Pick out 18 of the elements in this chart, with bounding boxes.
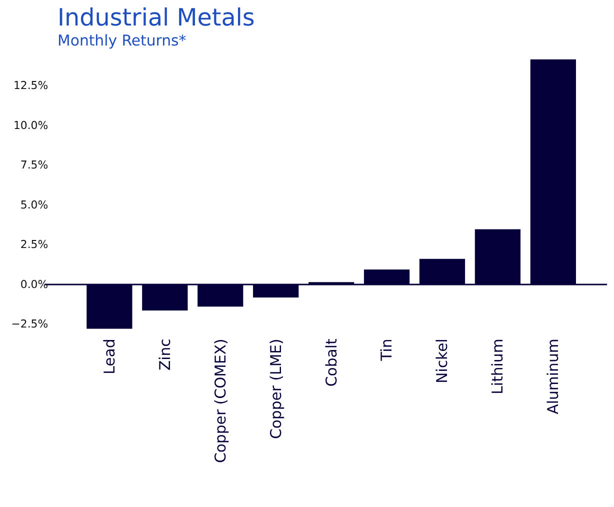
x-tick-label: Copper (COMEX) bbox=[211, 338, 230, 464]
x-tick-label: Zinc bbox=[156, 338, 174, 371]
x-tick-label: Lithium bbox=[488, 338, 507, 394]
x-tick-label: Copper (LME) bbox=[266, 338, 285, 440]
chart-title: Industrial Metals bbox=[58, 4, 255, 32]
y-tick-label: 5.0% bbox=[20, 198, 48, 212]
x-tick-label: Tin bbox=[378, 338, 396, 362]
y-tick-label: −2.5% bbox=[11, 318, 48, 331]
x-tick-label: Aluminum bbox=[544, 338, 562, 414]
x-tick-label: Cobalt bbox=[322, 338, 340, 387]
x-tick-label: Lead bbox=[100, 338, 118, 374]
y-tick-label: 7.5% bbox=[20, 158, 48, 172]
y-tick-label: 2.5% bbox=[20, 238, 48, 252]
y-tick-label: 0.0% bbox=[20, 278, 48, 291]
y-tick-label: 10.0% bbox=[13, 118, 48, 132]
y-tick-label: 12.5% bbox=[13, 78, 48, 92]
chart-subtitle: Monthly Returns* bbox=[58, 32, 186, 50]
x-tick-label: Nickel bbox=[433, 338, 452, 384]
